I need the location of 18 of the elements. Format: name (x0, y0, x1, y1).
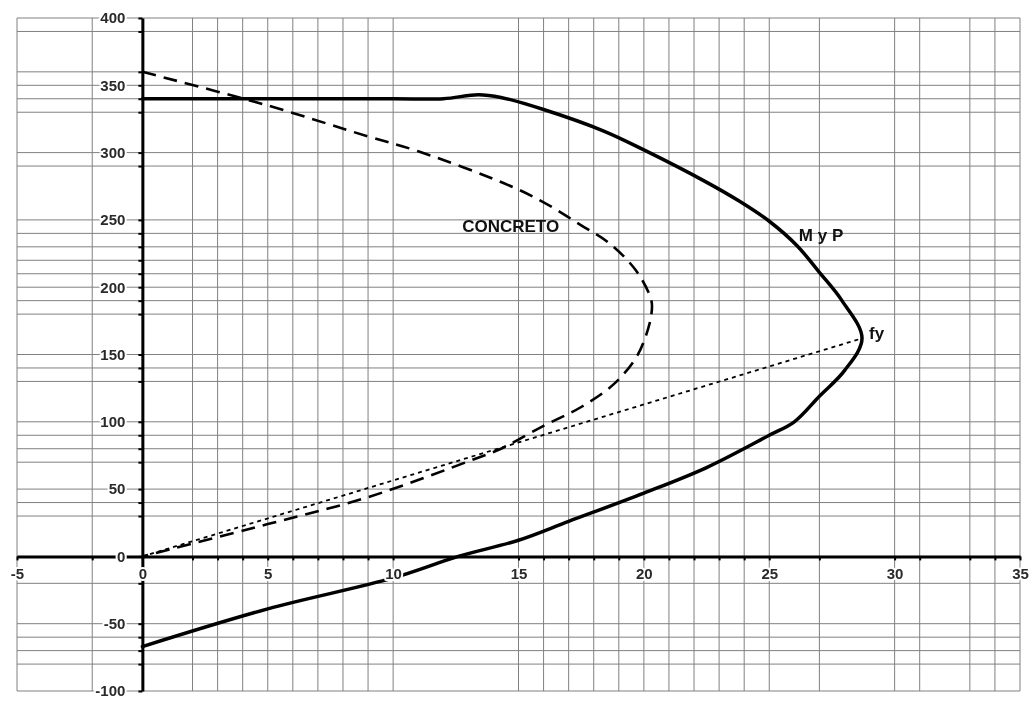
x-tick-label: 20 (636, 565, 653, 583)
x-tick-label: 5 (264, 565, 273, 583)
y-tick-label: 350 (100, 76, 126, 94)
y-tick-label: -100 (95, 682, 126, 700)
y-tick-label: -50 (103, 615, 126, 632)
y-tick-label: 200 (100, 278, 126, 296)
x-tick-label: 35 (1012, 565, 1029, 583)
y-tick-label: 100 (100, 413, 126, 431)
series-label: CONCRETO (462, 217, 560, 237)
x-tick-label: -5 (10, 565, 25, 583)
y-tick-label: 300 (100, 143, 126, 161)
x-tick-label: 30 (886, 565, 904, 583)
y-tick-label: 250 (100, 211, 126, 229)
annotation: fy (869, 324, 885, 344)
series-label: M y P (798, 226, 844, 246)
y-tick-label: 400 (100, 9, 126, 27)
x-tick-label: 25 (761, 565, 779, 583)
y-tick-label: 50 (108, 480, 126, 498)
